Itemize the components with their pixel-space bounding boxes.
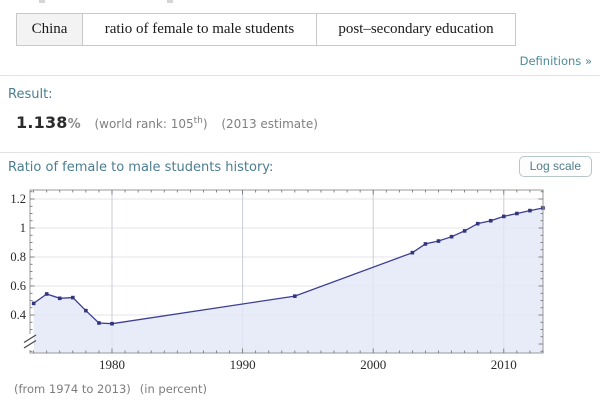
query-token-measure[interactable]: ratio of female to male students	[82, 14, 316, 45]
result-percent-sign: %	[67, 117, 81, 132]
definitions-link[interactable]: Definitions »	[519, 54, 592, 68]
chart-caption: (from 1974 to 2013) (in percent)	[14, 382, 207, 396]
separator	[0, 75, 600, 76]
svg-text:0.4: 0.4	[10, 308, 26, 322]
query-token-country[interactable]: China	[17, 14, 82, 45]
log-scale-button[interactable]: Log scale	[518, 156, 592, 177]
history-pod-title: Ratio of female to male students history…	[8, 160, 274, 175]
svg-text:2010: 2010	[491, 357, 517, 372]
world-rank-note: (world rank: 105th)	[94, 116, 208, 131]
svg-text:0.8: 0.8	[10, 250, 26, 264]
svg-text:1: 1	[20, 221, 26, 235]
svg-text:2000: 2000	[360, 357, 386, 372]
result-value: 1.138	[16, 113, 68, 132]
svg-text:0.6: 0.6	[10, 279, 26, 293]
caption-range: (from 1974 to 2013)	[14, 382, 131, 396]
chart-canvas: 1.2 1 0.8 0.6 0.4 1980 1990 2000 2010	[10, 189, 545, 372]
cropped-text-remnant	[39, 0, 45, 3]
result-pod-title: Result:	[8, 87, 53, 102]
query-token-bar: China ratio of female to male students p…	[16, 13, 516, 46]
query-token-education-level[interactable]: post–secondary education	[316, 14, 515, 45]
svg-text:1980: 1980	[99, 357, 125, 372]
svg-text:1.2: 1.2	[10, 192, 26, 206]
result-line: 1.138% (world rank: 105th) (2013 estimat…	[16, 113, 318, 132]
estimate-note: (2013 estimate)	[221, 117, 318, 131]
history-line-chart: 1.2 1 0.8 0.6 0.4 1980 1990 2000 2010	[0, 185, 600, 381]
svg-text:1990: 1990	[230, 357, 256, 372]
cropped-text-remnant	[167, 0, 173, 3]
caption-unit: (in percent)	[139, 382, 207, 396]
separator	[0, 152, 600, 153]
